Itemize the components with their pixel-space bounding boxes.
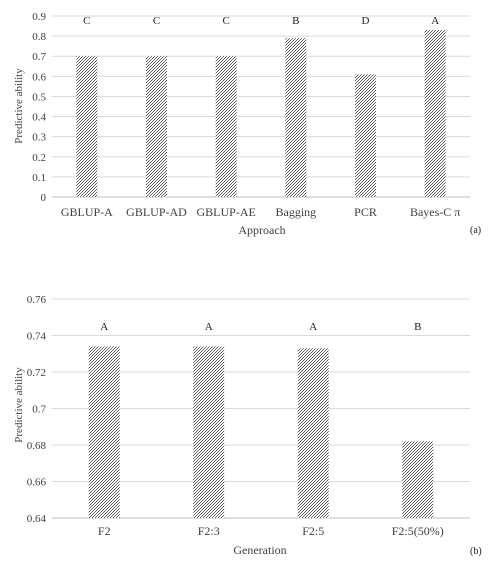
category-label: F2:5 (302, 524, 324, 538)
y-tick-label: 0.1 (32, 172, 46, 184)
significance-letter: B (292, 15, 299, 27)
y-tick-labels: 0 0.1 0.2 0.3 0.4 0.5 0.6 0.7 0.8 0.9 (32, 11, 46, 204)
y-axis-title: Predictive ability (13, 367, 25, 443)
significance-letter: A (309, 321, 317, 333)
y-tick-label: 0.9 (32, 11, 46, 23)
category-label: Bayes-C π (410, 205, 460, 219)
y-tick-label: 0.7 (32, 404, 46, 416)
bar-gblup-ae (215, 56, 237, 197)
x-category-labels: F2 F2:3 F2:5 F2:5(50%) (98, 524, 444, 538)
bar-pcr (355, 74, 376, 197)
y-tick-label: 0.72 (27, 367, 46, 379)
y-tick-label: 0.4 (32, 112, 46, 124)
y-tick-label: 0.74 (27, 331, 47, 343)
significance-letter: C (222, 15, 229, 27)
bar-gblup-ad (146, 56, 167, 197)
y-gridlines (52, 298, 470, 519)
bar-f2-3 (193, 346, 225, 518)
significance-letter: C (83, 15, 90, 27)
y-tick-label: 0.68 (27, 440, 47, 452)
significance-letter: D (362, 15, 370, 27)
y-tick-label: 0.76 (27, 294, 47, 306)
significance-letter: A (100, 321, 108, 333)
category-label: GBLUP-AE (196, 205, 255, 219)
y-tick-label: 0.6 (32, 71, 46, 83)
bar-gblup-a (76, 56, 98, 197)
y-axis-title: Predictive ability (13, 68, 25, 144)
category-label: F2:5(50%) (392, 524, 444, 538)
panel-label-a: (a) (470, 225, 481, 236)
x-axis-title: Generation (233, 543, 286, 557)
chart-panel-a: 0 0.1 0.2 0.3 0.4 0.5 0.6 0.7 0.8 0.9 C C C B D A GBLU… (13, 11, 481, 237)
significance-letter: B (414, 321, 421, 333)
bars (88, 346, 434, 518)
bar-f2-5-50- (402, 441, 434, 518)
y-tick-labels: 0.64 0.66 0.68 0.7 0.72 0.74 0.76 (27, 294, 47, 525)
significance-letter: A (205, 321, 213, 333)
y-tick-label: 0.5 (32, 91, 46, 103)
significance-letter: A (431, 15, 439, 27)
y-tick-label: 0.3 (32, 132, 46, 144)
x-axis-title: Approach (238, 223, 285, 237)
category-label: F2:3 (198, 524, 220, 538)
y-tick-label: 0.2 (32, 152, 46, 164)
bar-bagging (285, 38, 307, 197)
category-label: F2 (98, 524, 111, 538)
bar-bayes-c- (424, 30, 446, 198)
category-label: PCR (354, 205, 377, 219)
significance-letter: C (153, 15, 160, 27)
category-label: GBLUP-AD (126, 205, 187, 219)
category-label: GBLUP-A (61, 205, 113, 219)
bars (76, 30, 446, 198)
panel-label-b: (b) (470, 546, 482, 557)
y-tick-label: 0.7 (32, 51, 46, 63)
y-tick-label: 0.66 (27, 477, 47, 489)
bar-f2-5 (297, 348, 329, 518)
x-category-labels: GBLUP-A GBLUP-AD GBLUP-AE Bagging PCR Bayes-C… (61, 205, 461, 219)
category-label: Bagging (275, 205, 316, 219)
y-tick-label: 0 (41, 192, 47, 204)
y-gridlines (52, 15, 470, 198)
y-tick-label: 0.8 (32, 31, 46, 43)
bar-f2 (88, 346, 120, 518)
y-tick-label: 0.64 (27, 513, 47, 525)
